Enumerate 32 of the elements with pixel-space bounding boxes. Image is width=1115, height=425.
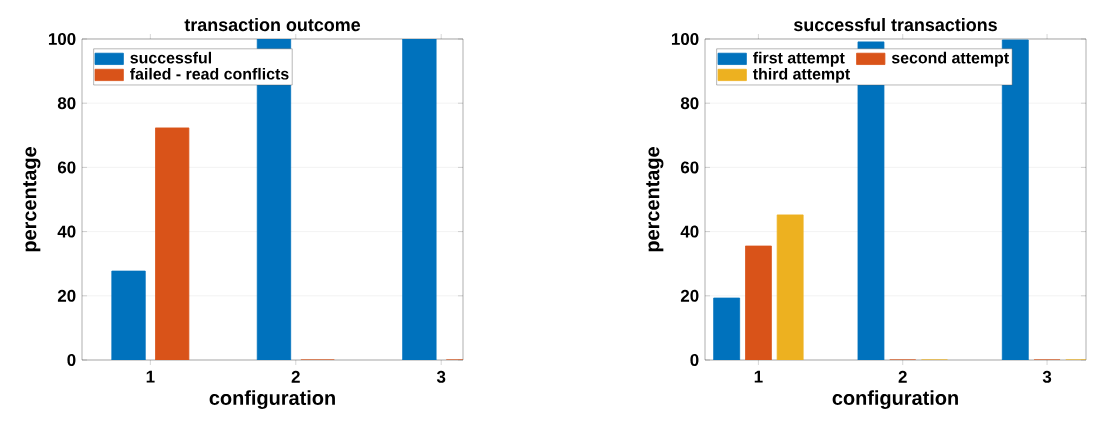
y-tick-label: 100 (48, 33, 76, 45)
bar (111, 270, 146, 360)
y-tick-label: 0 (690, 354, 699, 366)
x-tick-label: 1 (146, 370, 155, 383)
chart-title: transaction outcome (184, 18, 361, 32)
x-tick-label: 2 (898, 370, 907, 383)
x-tick-label: 2 (291, 370, 300, 383)
y-tick-label: 20 (57, 289, 76, 302)
y-tick-label: 80 (57, 97, 76, 110)
x-axis-title: configuration (832, 390, 958, 410)
y-tick-label: 80 (680, 97, 699, 110)
y-axis-title: percentage (23, 147, 41, 252)
y-tick-label: 100 (671, 33, 699, 45)
y-tick-label: 60 (57, 161, 76, 174)
legend-label: successful (130, 51, 212, 64)
y-tick-label: 40 (57, 225, 76, 238)
legend-label: failed - read conflicts (130, 67, 289, 80)
y-tick-label: 0 (67, 354, 76, 366)
x-tick-label: 1 (754, 370, 763, 383)
y-tick-label: 20 (680, 289, 699, 302)
y-axis-title: percentage (646, 147, 664, 252)
legend-label: second attempt (891, 51, 1009, 67)
legend-label: third attempt (752, 67, 850, 83)
bar (402, 39, 437, 360)
y-tick-label: 40 (680, 225, 699, 238)
x-tick-label: 3 (436, 370, 446, 383)
y-tick-label: 60 (680, 161, 699, 174)
x-axis-title: configuration (209, 390, 335, 410)
legend-label: first attempt (753, 51, 845, 67)
x-tick-label: 3 (1042, 370, 1052, 383)
chart-title: successful transactions (793, 18, 997, 32)
bar (155, 127, 190, 360)
